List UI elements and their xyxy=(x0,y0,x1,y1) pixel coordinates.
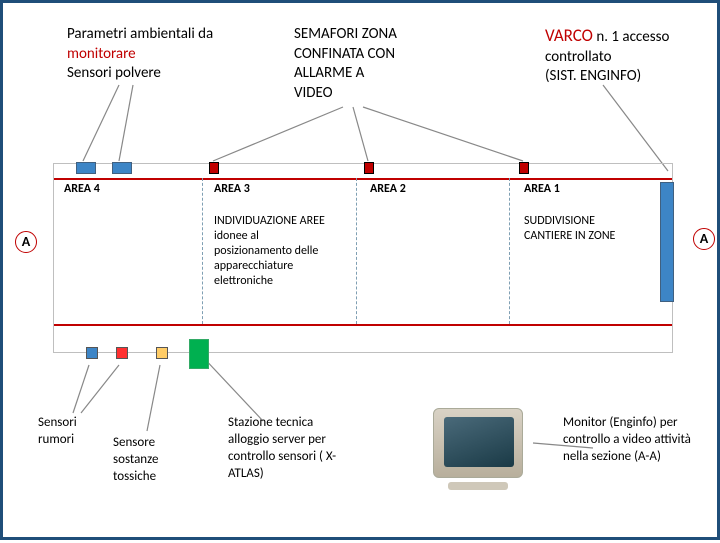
label-semafori-l2: CONFINATA CON xyxy=(294,45,397,65)
label-varco: VARCO n. 1 accesso controllato (SIST. EN… xyxy=(545,25,669,87)
dust-sensor-icon xyxy=(112,162,132,174)
label-parametri: Parametri ambientali da monitorare Senso… xyxy=(67,25,213,84)
section-marker-a-left: A xyxy=(15,231,37,253)
noise-sensor-icon xyxy=(116,347,128,359)
label-semafori-l3: ALLARME A xyxy=(294,64,397,84)
label-varco-l2: controllato xyxy=(545,48,669,68)
label-varco-l1: VARCO n. 1 accesso xyxy=(545,25,669,48)
station-box-icon xyxy=(189,339,209,369)
label-parametri-l3: Sensori polvere xyxy=(67,64,213,84)
label-monitor: Monitor (Enginfo) per controllo a video … xyxy=(563,415,713,466)
area-label-2: AREA 2 xyxy=(370,182,406,196)
traffic-light-icon xyxy=(209,162,219,174)
label-sensori-rumori: Sensori rumori xyxy=(38,415,108,449)
monitor-base xyxy=(448,482,508,490)
label-varco-l3: (SIST. ENGINFO) xyxy=(545,67,669,87)
noise-sensor-icon xyxy=(86,347,98,359)
label-varco-rest: n. 1 accesso xyxy=(596,28,669,46)
area-label-4: AREA 4 xyxy=(64,182,100,196)
dust-sensor-icon xyxy=(76,162,96,174)
traffic-light-icon xyxy=(519,162,529,174)
monitor-icon xyxy=(433,408,523,490)
zone-divider xyxy=(202,178,203,324)
zone-divider xyxy=(509,178,510,324)
label-semafori: SEMAFORI ZONA CONFINATA CON ALLARME A VI… xyxy=(294,25,397,103)
area-label-3: AREA 3 xyxy=(214,182,250,196)
desc-individuazione: INDIVIDUAZIONE AREE idonee al posizionam… xyxy=(214,214,334,289)
label-parametri-l1: Parametri ambientali da xyxy=(67,25,213,45)
red-line-bottom xyxy=(54,324,672,326)
traffic-light-icon xyxy=(364,162,374,174)
monitor-screen xyxy=(433,408,523,478)
label-varco-accent: VARCO xyxy=(545,25,593,46)
varco-box xyxy=(660,182,674,302)
label-stazione: Stazione tecnica alloggio server per con… xyxy=(228,415,348,483)
area-label-1: AREA 1 xyxy=(524,182,560,196)
desc-suddivisione: SUDDIVISIONE CANTIERE IN ZONE xyxy=(524,214,644,244)
zone-divider xyxy=(356,178,357,324)
section-marker-a-right: A xyxy=(693,228,715,250)
label-sensore-tossiche: Sensore sostanze tossiche xyxy=(113,435,193,486)
toxic-sensor-icon xyxy=(156,347,168,359)
label-parametri-l2: monitorare xyxy=(67,45,213,65)
label-semafori-l4: VIDEO xyxy=(294,84,397,104)
plan-layout: AREA 4 AREA 3 AREA 2 AREA 1 INDIVIDUAZIO… xyxy=(53,163,673,353)
red-line-top xyxy=(54,178,672,180)
label-semafori-l1: SEMAFORI ZONA xyxy=(294,25,397,45)
monitor-glass xyxy=(444,417,514,467)
